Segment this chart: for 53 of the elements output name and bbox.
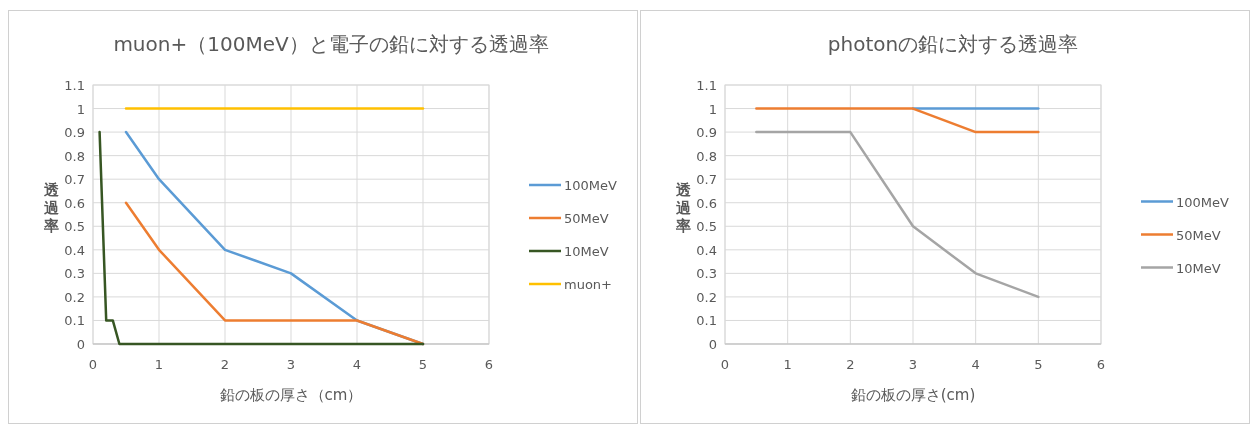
y-tick-label: 0.1 [696, 313, 717, 329]
x-tick-label: 1 [783, 357, 792, 372]
y-axis-title: 透過率 [674, 180, 692, 235]
y-tick-label: 0.4 [64, 242, 85, 258]
x-tick-label: 2 [846, 357, 855, 372]
y-tick-label: 0.3 [64, 266, 85, 282]
y-tick-label: 0.7 [64, 172, 85, 188]
x-tick-label: 2 [220, 357, 230, 372]
chart-title: photonの鉛に対する透過率 [827, 32, 1079, 56]
legend-label: 10MeV [564, 244, 609, 259]
x-tick-label: 5 [418, 357, 428, 372]
x-tick-label: 4 [971, 357, 980, 372]
x-tick-label: 0 [720, 357, 730, 372]
y-tick-label: 0.5 [696, 219, 717, 235]
legend-label: 10MeV [1176, 260, 1221, 276]
y-tick-label: 0.6 [64, 195, 85, 211]
x-tick-label: 3 [908, 357, 918, 372]
y-tick-label: 0.7 [696, 172, 717, 188]
line-series [124, 201, 425, 346]
y-tick-label: 0.9 [696, 125, 717, 141]
y-tick-label: 0.2 [696, 289, 717, 305]
y-tick-label: 0.2 [64, 289, 85, 305]
x-axis-title: 鉛の板の厚さ(cm) [850, 386, 976, 404]
x-tick-label: 6 [1096, 357, 1106, 372]
x-tick-label: 6 [484, 357, 494, 372]
x-tick-label: 4 [352, 357, 362, 372]
legend-label: 100MeV [564, 178, 618, 193]
y-tick-label: 0 [76, 337, 85, 352]
x-tick-label: 5 [1034, 357, 1043, 372]
legend-label: 50MeV [1176, 227, 1221, 243]
line-series [755, 130, 1040, 299]
chart-title: muon+（100MeV）と電子の鉛に対する透過率 [113, 32, 549, 56]
y-tick-label: 0.4 [696, 242, 717, 258]
x-axis-title: 鉛の板の厚さ（cm） [219, 386, 363, 404]
y-tick-label: 0.1 [64, 313, 85, 329]
x-tick-label: 3 [286, 357, 296, 372]
x-tick-label: 0 [88, 357, 98, 372]
legend-label: 50MeV [564, 211, 609, 226]
y-tick-label: 0.3 [696, 266, 717, 282]
legend-label: muon+ [564, 277, 612, 292]
y-tick-label: 1.1 [64, 78, 85, 93]
y-tick-label: 0.5 [64, 219, 85, 235]
y-tick-label: 1 [708, 101, 717, 117]
y-tick-label: 0.8 [696, 148, 717, 164]
y-tick-label: 0.9 [64, 125, 85, 141]
legend-label: 100MeV [1176, 194, 1230, 210]
y-tick-label: 0 [708, 337, 717, 352]
y-tick-label: 0.8 [64, 148, 85, 164]
y-tick-label: 0.6 [696, 195, 717, 211]
y-axis-title: 透過率 [42, 180, 60, 235]
x-tick-label: 1 [154, 357, 164, 372]
y-tick-label: 1 [76, 101, 85, 117]
y-tick-label: 1.1 [696, 78, 717, 93]
